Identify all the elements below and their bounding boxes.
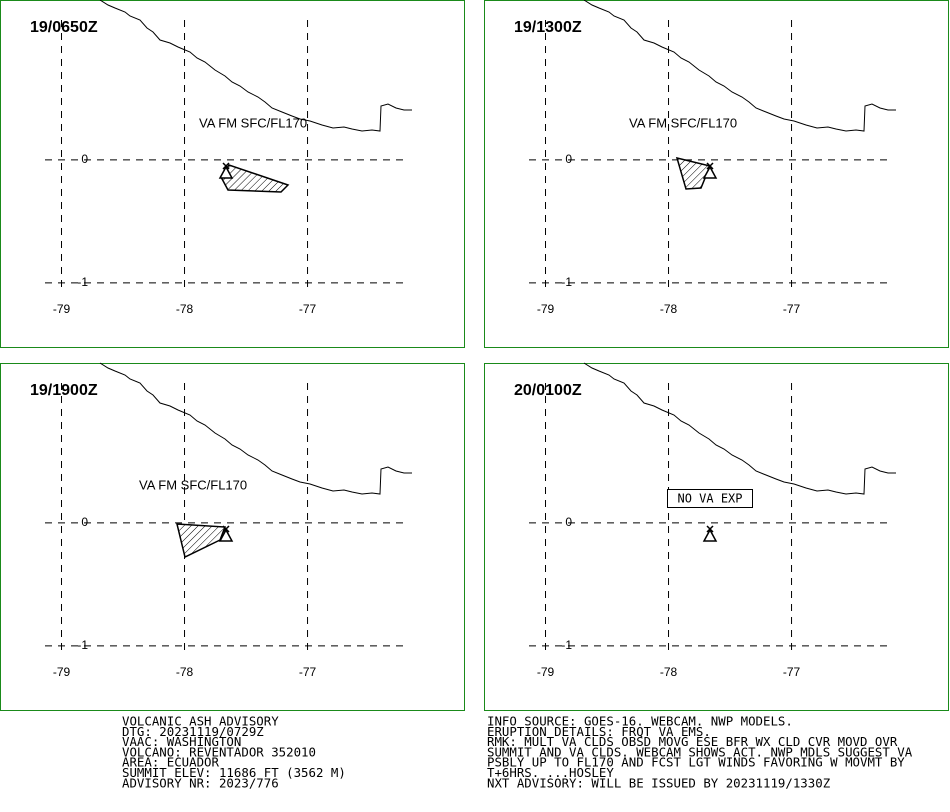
advisory-line: DTG: 20231119/0729Z — [122, 724, 264, 739]
lat-tick-label: -1 — [561, 638, 572, 652]
lat-tick-label: 0 — [81, 152, 88, 166]
coastline — [583, 362, 897, 495]
coastline — [583, 0, 897, 132]
advisory-line: SUMMIT ELEV: 11686 FT (3562 M) — [122, 765, 346, 780]
advisory-line: AREA: ECUADOR — [122, 755, 220, 770]
advisory-line: T+6HRS. ...HOSLEY — [487, 765, 614, 780]
ash-label: VA FM SFC/FL170 — [199, 115, 307, 130]
panel-frame — [0, 0, 465, 348]
lat-tick-label: -1 — [77, 275, 88, 289]
lat-tick-label: 0 — [565, 515, 572, 529]
advisory-line: VOLCANIC ASH ADVISORY — [122, 714, 279, 729]
ash-area — [675, 156, 712, 190]
panel: VA FM SFC/FL170 19/0650Z -79 -78 -77 0 -1 — [0, 0, 465, 348]
lon-tick-label: -77 — [299, 665, 317, 679]
lon-tick-label: -78 — [660, 665, 678, 679]
lon-tick-label: -79 — [537, 302, 555, 316]
panel-frame — [0, 363, 465, 711]
lon-tick-label: -77 — [299, 302, 317, 316]
lat-tick-label: -1 — [561, 275, 572, 289]
advisory-line: ADVISORY NR: 2023/776 — [122, 775, 279, 790]
valid-time: 19/1300Z — [514, 19, 582, 36]
advisory-line: RMK: MULT VA CLDS OBSD MOVG ESE BFR WX C… — [487, 734, 898, 749]
valid-time: 19/0650Z — [30, 19, 98, 36]
lon-tick-label: -79 — [53, 302, 71, 316]
panel: VA FM SFC/FL170 19/1900Z -79 -78 -77 0 -1 — [0, 362, 465, 711]
advisory-line: VAAC: WASHINGTON — [122, 734, 241, 749]
lon-tick-label: -77 — [783, 665, 801, 679]
advisory-line: ERUPTION DETAILS: FRQT VA EMS. — [487, 724, 711, 739]
advisory-line: INFO SOURCE: GOES-16. WEBCAM. NWP MODELS… — [487, 714, 793, 729]
coastline — [99, 0, 413, 132]
lon-tick-label: -79 — [53, 665, 71, 679]
panel: VA FM SFC/FL170 19/1300Z -79 -78 -77 0 -1 — [484, 0, 949, 348]
panel-frame — [484, 363, 949, 711]
advisory-line: SUMMIT AND VA CLDS. WEBCAM SHOWS ACT. NW… — [487, 744, 913, 759]
ash-area — [176, 523, 227, 559]
lat-tick-label: 0 — [81, 515, 88, 529]
panel-frame — [484, 0, 949, 348]
lat-tick-label: 0 — [565, 152, 572, 166]
lon-tick-label: -78 — [176, 302, 194, 316]
ash-label: VA FM SFC/FL170 — [139, 477, 247, 492]
coastline — [99, 362, 413, 495]
valid-time: 19/1900Z — [30, 382, 98, 399]
lon-tick-label: -78 — [176, 665, 194, 679]
advisory-line: PSBLY UP TO FL170 AND FCST LGT WINDS FAV… — [487, 755, 905, 770]
lon-tick-label: -79 — [537, 665, 555, 679]
ash-label: NO VA EXP — [677, 492, 742, 506]
panel: NO VA EXP 20/0100Z -79 -78 -77 0 -1 — [484, 362, 949, 711]
ash-label: VA FM SFC/FL170 — [629, 115, 737, 130]
lon-tick-label: -78 — [660, 302, 678, 316]
label-box — [667, 489, 753, 508]
valid-time: 20/0100Z — [514, 382, 582, 399]
advisory-line: VOLCANO: REVENTADOR 352010 — [122, 744, 316, 759]
advisory-line: NXT ADVISORY: WILL BE ISSUED BY 20231119… — [487, 775, 831, 790]
volcano — [703, 525, 717, 542]
lat-tick-label: -1 — [77, 638, 88, 652]
lon-tick-label: -77 — [783, 302, 801, 316]
